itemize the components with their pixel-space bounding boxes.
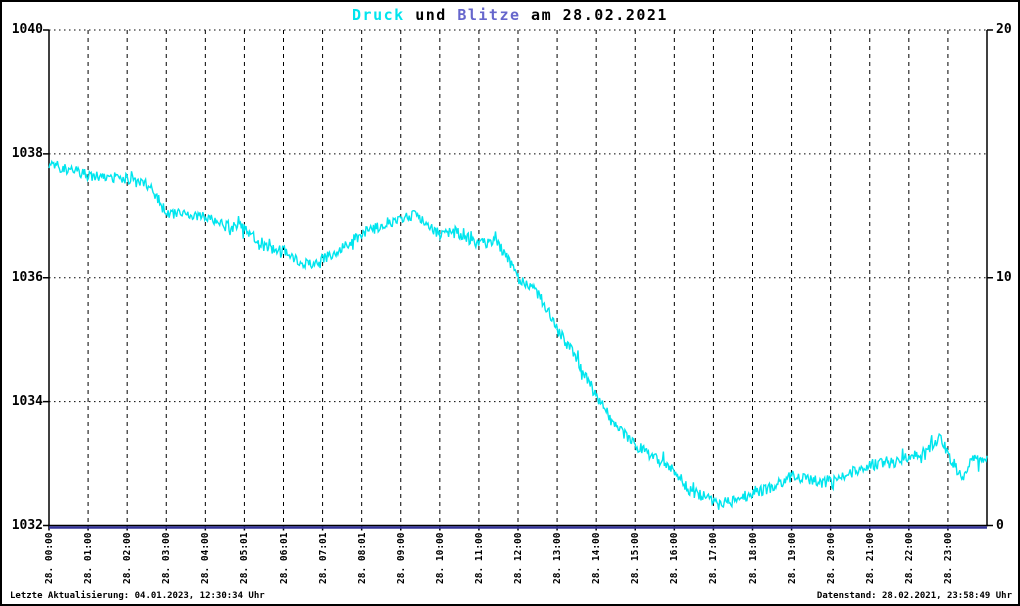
x-axis-tick-label: 28. 10:00 [434, 532, 446, 584]
x-axis-tick-label: 28. 15:00 [630, 532, 642, 584]
x-axis-tick-label: 28. 08:01 [356, 532, 368, 584]
data-status-text: Datenstand: 28.02.2021, 23:58:49 Uhr [816, 591, 1012, 601]
x-axis-tick-label: 28. 16:00 [669, 532, 681, 584]
x-axis-tick-label: 28. 20:00 [825, 532, 837, 584]
y-axis-right-tick-label: 10 [996, 269, 1012, 285]
x-axis-tick-label: 28. 23:00 [942, 532, 954, 584]
x-axis-tick-label: 28. 22:00 [903, 532, 915, 584]
x-axis-tick-label: 28. 07:01 [317, 532, 329, 584]
title-druck-label: Druck [352, 6, 405, 24]
x-axis-tick-label: 28. 01:00 [83, 532, 95, 584]
x-axis-tick-label: 28. 19:00 [786, 532, 798, 584]
y-axis-right-tick-label: 20 [996, 22, 1012, 37]
x-axis-tick-label: 28. 03:00 [161, 532, 173, 584]
y-axis-left-tick-label: 1036 [11, 269, 43, 285]
x-axis-tick-label: 28. 02:00 [122, 532, 134, 584]
y-axis-right-tick-label: 0 [996, 517, 1004, 533]
x-axis-tick-label: 28. 05:01 [239, 532, 251, 584]
y-axis-left-tick-label: 1038 [11, 145, 43, 161]
x-axis-tick-label: 28. 11:00 [473, 532, 485, 584]
x-axis-tick-label: 28. 06:01 [278, 532, 290, 584]
chart-title: Druck und Blitze am 28.02.2021 [2, 6, 1018, 24]
last-update-text: Letzte Aktualisierung: 04.01.2023, 12:30… [10, 591, 265, 601]
title-date-text: am 28.02.2021 [520, 6, 668, 24]
x-axis-tick-label: 28. 17:00 [708, 532, 720, 584]
x-axis-tick-label: 28. 21:00 [864, 532, 876, 584]
x-axis-tick-label: 28. 04:00 [200, 532, 212, 584]
x-axis-tick-label: 28. 14:00 [591, 532, 603, 584]
title-und-text: und [404, 6, 458, 24]
x-axis-tick-label: 28. 12:00 [513, 532, 524, 584]
x-axis-tick-label: 28. 09:00 [395, 532, 407, 584]
y-axis-left-tick-label: 1032 [11, 517, 43, 533]
x-axis-tick-label: 28. 00:00 [44, 532, 55, 584]
title-blitze-label: Blitze [457, 6, 521, 24]
x-axis-tick-label: 28. 13:00 [552, 532, 564, 584]
y-axis-left-tick-label: 1040 [11, 22, 43, 37]
y-axis-left-tick-label: 1034 [11, 393, 43, 409]
x-axis-tick-label: 28. 18:00 [747, 532, 759, 584]
